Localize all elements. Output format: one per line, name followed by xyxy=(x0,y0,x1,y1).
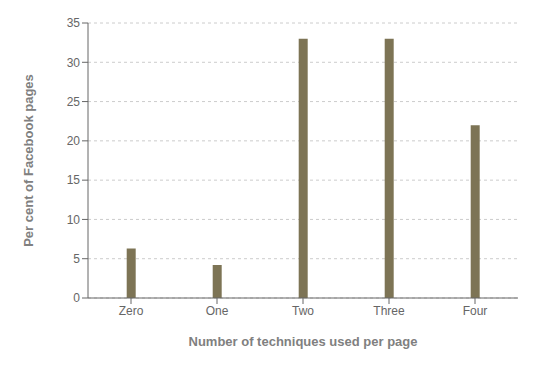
svg-text:Two: Two xyxy=(292,304,314,318)
svg-text:Zero: Zero xyxy=(119,304,144,318)
svg-text:One: One xyxy=(206,304,229,318)
svg-text:25: 25 xyxy=(67,95,81,109)
svg-text:Number of techniques used per: Number of techniques used per page xyxy=(189,334,418,349)
svg-text:Per cent of Facebook pages: Per cent of Facebook pages xyxy=(21,74,36,247)
svg-text:10: 10 xyxy=(67,213,81,227)
svg-text:0: 0 xyxy=(73,291,80,305)
svg-text:Three: Three xyxy=(373,304,405,318)
svg-text:30: 30 xyxy=(67,56,81,70)
svg-text:20: 20 xyxy=(67,134,81,148)
svg-text:15: 15 xyxy=(67,173,81,187)
svg-text:5: 5 xyxy=(73,252,80,266)
svg-text:35: 35 xyxy=(67,16,81,30)
svg-text:Four: Four xyxy=(463,304,488,318)
